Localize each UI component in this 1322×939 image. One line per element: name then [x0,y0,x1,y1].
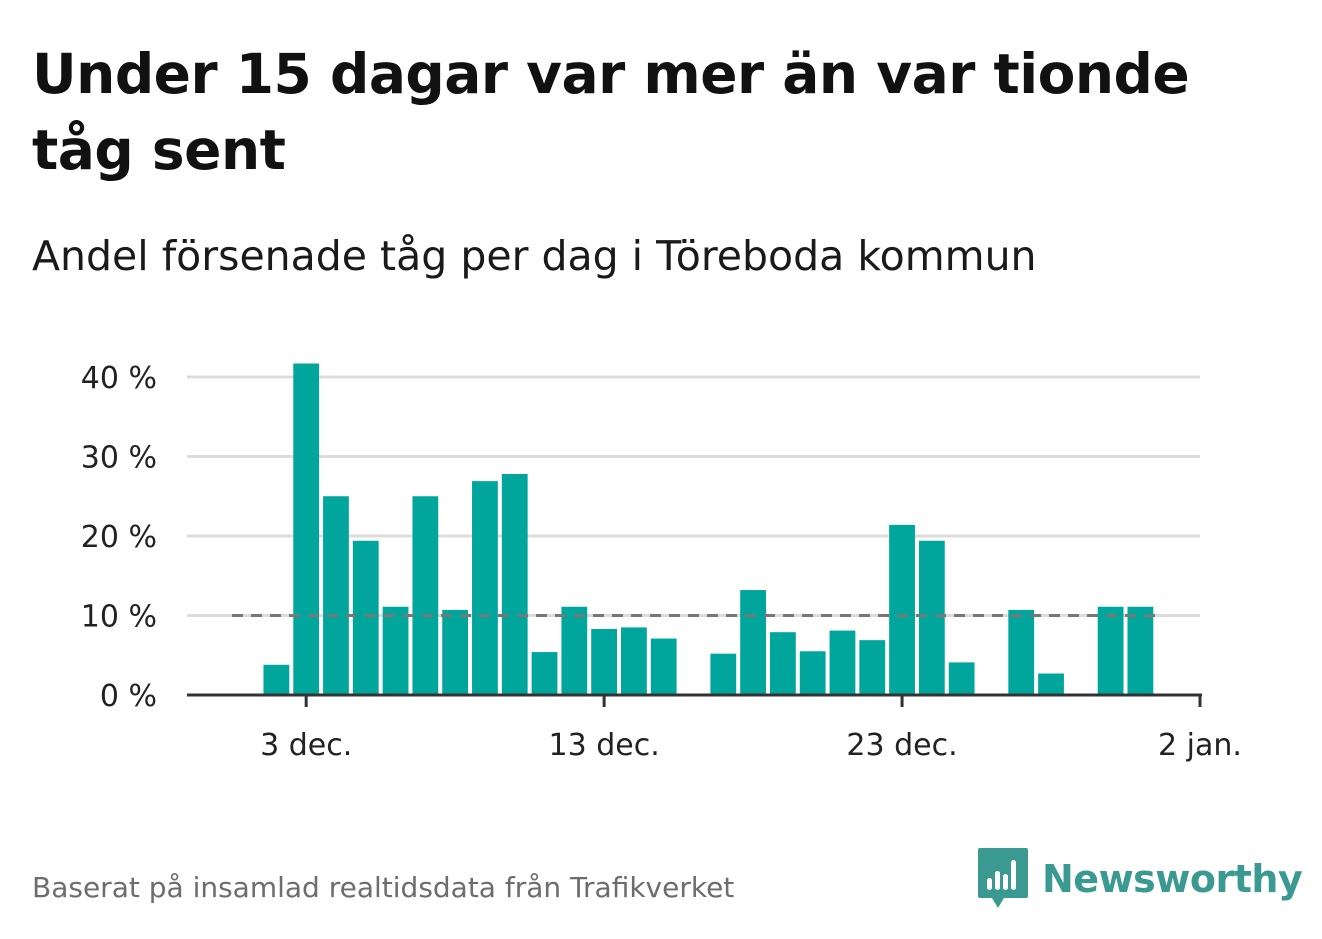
bar [412,496,439,695]
bar [293,363,320,695]
axes: 0 % 10 % 20 % 30 % 40 % 3 dec. 13 dec. 23 dec. 2… [81,361,1242,763]
x-tick-label: 23 dec. [846,728,957,763]
y-tick-label: 40 % [81,361,157,396]
bar [442,609,469,695]
bar [591,629,618,695]
bar [948,662,975,695]
y-tick-label: 0 % [100,679,157,714]
bar [740,590,766,695]
y-tick-label: 10 % [81,600,157,635]
bar [1127,606,1154,695]
bar [352,540,379,695]
brand-name: Newsworthy [1042,857,1303,901]
bar [1008,609,1035,695]
bar [472,481,498,695]
bar [859,640,886,695]
bar [829,630,856,695]
source-note: Baserat på insamlad realtidsdata från Tr… [32,871,735,904]
bar [1038,673,1064,695]
brand-logo[interactable]: Newsworthy [978,848,1303,910]
bar [263,664,290,695]
bar [323,496,349,695]
newsworthy-logo-icon [978,848,1028,908]
bar [382,606,409,695]
bar [769,632,796,695]
bar [621,627,647,695]
bar [501,473,528,695]
bar [889,524,915,695]
bar [531,652,558,695]
chart-subtitle: Andel försenade tåg per dag i Töreboda k… [32,232,1037,280]
bar [799,651,826,695]
bars [263,363,1154,695]
y-tick-label: 20 % [81,520,157,555]
bar [561,606,588,695]
bar-chart: 0 % 10 % 20 % 30 % 40 % 3 dec. 13 dec. 23 dec. 2… [81,361,1242,763]
bar [710,653,737,695]
bar [918,540,945,695]
bar [1097,606,1124,695]
y-tick-label: 30 % [81,441,157,476]
chart-title: Under 15 dagar var mer än var tionde tåg… [32,42,1190,182]
x-tick-label: 13 dec. [548,728,659,763]
x-tick-label: 2 jan. [1158,728,1242,763]
bar [650,638,677,695]
x-tick-label: 3 dec. [260,728,352,763]
